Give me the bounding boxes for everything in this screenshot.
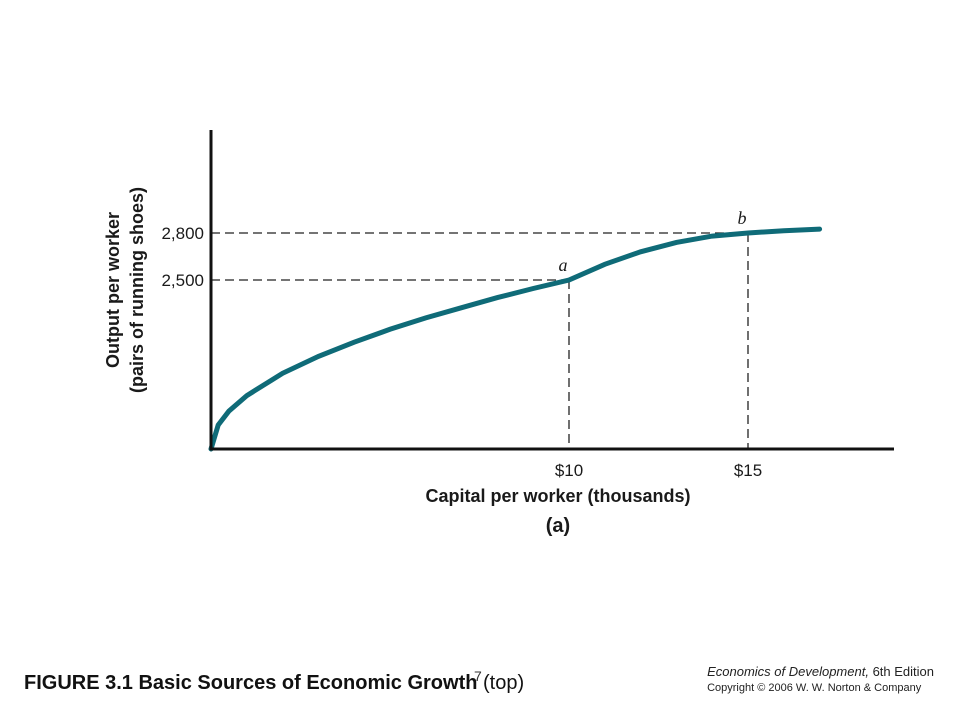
page-number: 7 bbox=[474, 668, 482, 684]
point-labels: ab bbox=[559, 208, 747, 275]
y-tick-labels: 2,500 2,800 bbox=[161, 224, 204, 290]
copyright: Copyright © 2006 W. W. Norton & Company bbox=[707, 682, 922, 694]
book-edition: 6th Edition bbox=[868, 664, 934, 679]
y-tick-label: 2,800 bbox=[161, 224, 204, 243]
y-tick-label: 2,500 bbox=[161, 271, 204, 290]
series-line bbox=[208, 226, 823, 452]
x-tick-label: $10 bbox=[555, 461, 583, 480]
book-title: Economics of Development, bbox=[707, 664, 869, 679]
point-label-b: b bbox=[738, 208, 747, 228]
x-tick-label: $15 bbox=[734, 461, 762, 480]
book-credit: Economics of Development, 6th Edition Co… bbox=[707, 664, 934, 696]
y-axis-title-line2: (pairs of running shoes) bbox=[127, 187, 147, 393]
guide-lines bbox=[211, 232, 749, 449]
panel-label: (a) bbox=[546, 515, 570, 537]
figure-note: (top) bbox=[483, 672, 525, 694]
x-tick-labels: $10 $15 bbox=[555, 461, 762, 480]
point-label-a: a bbox=[559, 255, 568, 275]
y-axis-title-line1: Output per worker bbox=[103, 212, 123, 368]
figure-number: FIGURE 3.1 bbox=[24, 672, 133, 694]
x-axis-title: Capital per worker (thousands) bbox=[425, 486, 690, 506]
figure-caption: FIGURE 3.1 Basic Sources of Economic Gro… bbox=[24, 672, 524, 695]
figure-title: Basic Sources of Economic Growth bbox=[138, 672, 478, 694]
